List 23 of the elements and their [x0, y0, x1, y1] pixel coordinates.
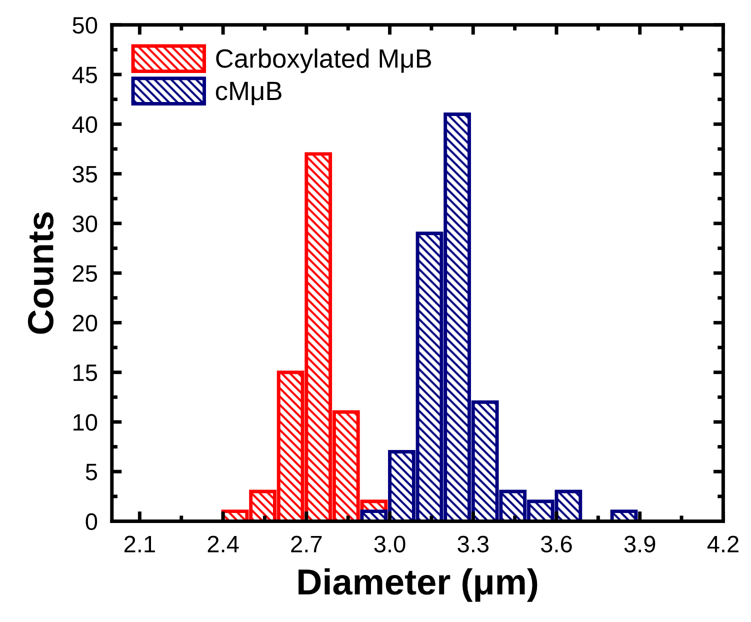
x-axis-title: Diameter (μm)	[298, 568, 538, 602]
x-tick-label: 3.0	[374, 536, 406, 552]
x-tick-label: 2.7	[291, 536, 322, 552]
y-tick-label: 35	[72, 166, 98, 183]
y-tick-label: 15	[74, 364, 98, 382]
x-tick-label: 4.2	[707, 536, 738, 552]
x-tick-label: 2.4	[208, 536, 239, 552]
y-tick-label: 20	[72, 314, 98, 332]
legend-label: Carboxylated MμB	[216, 48, 432, 74]
y-axis-title: Counts	[28, 212, 54, 334]
y-tick-label: 5	[86, 464, 98, 480]
y-tick-label: 45	[72, 66, 98, 84]
y-tick-label: 50	[72, 16, 98, 34]
x-tick-label: 3.3	[458, 536, 489, 552]
y-tick-label: 0	[86, 513, 98, 530]
y-tick-label: 30	[72, 215, 98, 232]
legend-label: cMμB	[216, 82, 282, 106]
x-tick-label: 2.1	[124, 536, 155, 552]
y-tick-label: 25	[72, 265, 98, 282]
x-tick-label: 3.9	[624, 536, 656, 552]
y-tick-label: 40	[72, 116, 98, 133]
x-tick-label: 3.6	[540, 536, 572, 552]
y-tick-label: 10	[74, 414, 98, 431]
